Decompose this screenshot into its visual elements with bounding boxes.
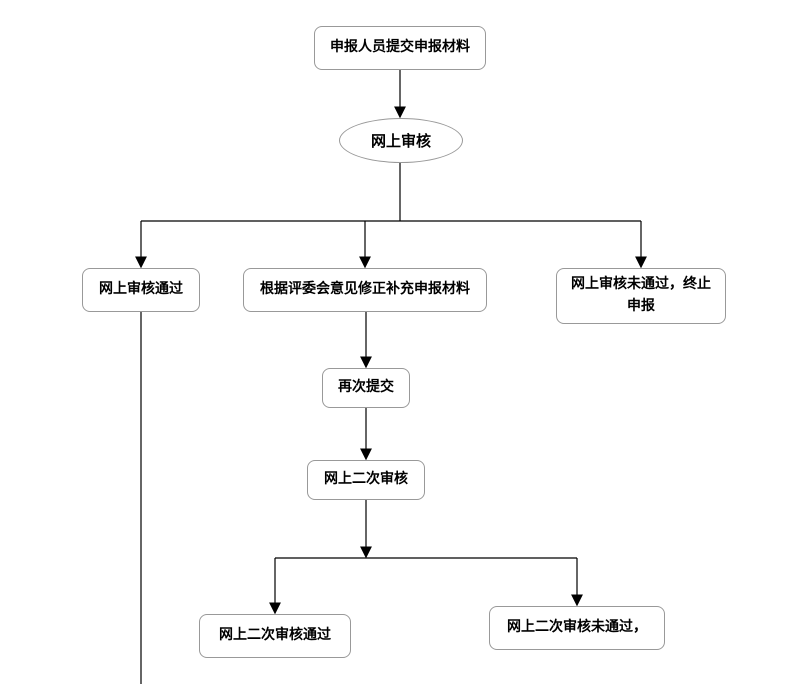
node-submit: 申报人员提交申报材料 — [314, 26, 486, 70]
node-label: 根据评委会意见修正补充申报材料 — [260, 279, 470, 301]
node-label: 网上审核未通过，终止申报 — [565, 274, 717, 319]
flowchart-edges — [0, 0, 805, 684]
node-revise: 根据评委会意见修正补充申报材料 — [243, 268, 487, 312]
node-second-fail: 网上二次审核未通过， — [489, 606, 665, 650]
node-label: 网上二次审核未通过， — [507, 617, 647, 639]
node-online-review: 网上审核 — [339, 118, 463, 163]
node-resubmit: 再次提交 — [322, 368, 410, 408]
node-fail: 网上审核未通过，终止申报 — [556, 268, 726, 324]
node-label: 网上审核 — [371, 130, 431, 151]
node-label: 再次提交 — [338, 377, 394, 399]
node-label: 网上二次审核 — [324, 469, 408, 491]
node-label: 申报人员提交申报材料 — [330, 37, 470, 59]
node-second-review: 网上二次审核 — [307, 460, 425, 500]
node-label: 网上二次审核通过 — [219, 625, 331, 647]
node-pass: 网上审核通过 — [82, 268, 200, 312]
node-label: 网上审核通过 — [99, 279, 183, 301]
node-second-pass: 网上二次审核通过 — [199, 614, 351, 658]
